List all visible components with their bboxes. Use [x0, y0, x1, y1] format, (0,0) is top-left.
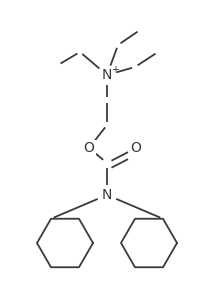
Text: O: O	[131, 141, 141, 155]
Text: N: N	[102, 188, 112, 202]
Text: N: N	[102, 68, 112, 82]
Text: +: +	[111, 65, 119, 75]
Text: O: O	[84, 141, 94, 155]
